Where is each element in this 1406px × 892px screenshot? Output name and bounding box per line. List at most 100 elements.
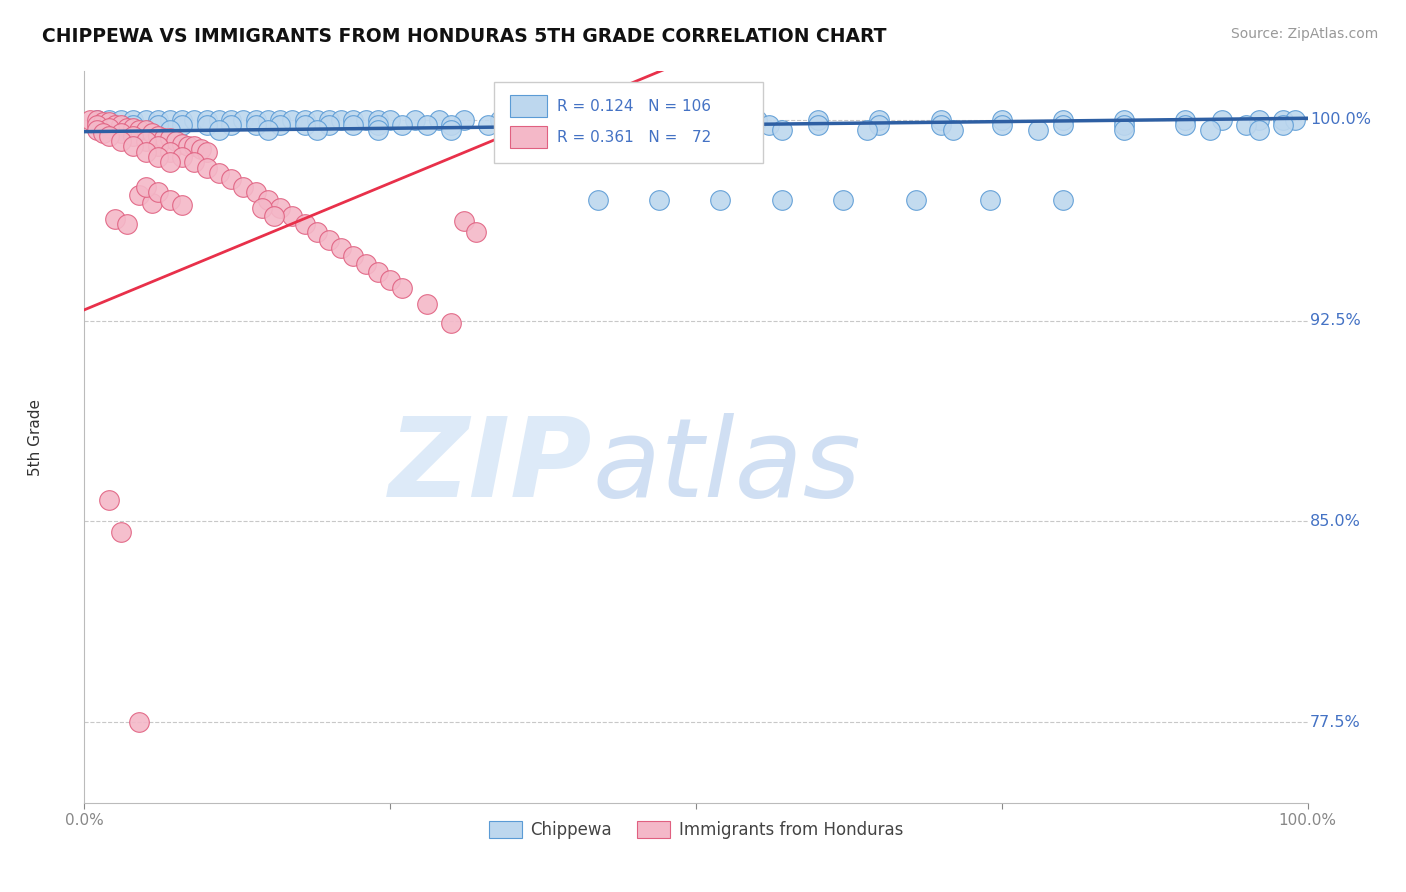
Point: [1198, 123, 1220, 137]
Point: [208, 123, 231, 137]
Point: [391, 281, 413, 295]
Point: [869, 112, 891, 127]
Point: [1114, 118, 1136, 132]
Point: [416, 297, 439, 311]
Point: [79, 112, 101, 127]
Point: [453, 214, 475, 228]
Point: [195, 145, 218, 159]
Point: [219, 171, 242, 186]
Point: [1114, 123, 1136, 137]
Point: [318, 118, 340, 132]
Point: [294, 118, 316, 132]
Point: [599, 123, 621, 137]
Point: [440, 123, 463, 137]
Point: [464, 225, 486, 239]
Point: [219, 118, 242, 132]
Point: [929, 112, 952, 127]
Point: [648, 193, 671, 207]
Point: [513, 123, 536, 137]
Point: [586, 193, 609, 207]
Point: [367, 123, 389, 137]
Text: Source: ZipAtlas.com: Source: ZipAtlas.com: [1230, 27, 1378, 41]
Text: 100.0%: 100.0%: [1310, 112, 1371, 127]
Point: [342, 249, 364, 263]
Point: [183, 112, 205, 127]
Point: [367, 265, 389, 279]
Point: [367, 112, 389, 127]
Point: [86, 112, 108, 127]
Point: [661, 118, 683, 132]
Point: [159, 145, 181, 159]
Point: [367, 118, 389, 132]
Point: [122, 112, 145, 127]
Point: [141, 126, 163, 140]
Point: [135, 134, 157, 148]
Point: [709, 193, 731, 207]
Point: [1052, 118, 1074, 132]
Point: [318, 112, 340, 127]
Text: ZIP: ZIP: [388, 413, 592, 520]
Point: [440, 118, 463, 132]
Point: [807, 112, 830, 127]
Point: [97, 115, 120, 129]
Point: [86, 123, 108, 137]
Point: [172, 150, 194, 164]
Point: [269, 201, 291, 215]
Point: [305, 123, 328, 137]
Point: [354, 112, 377, 127]
Point: [624, 112, 647, 127]
Point: [110, 112, 132, 127]
Point: [97, 112, 120, 127]
Point: [942, 123, 965, 137]
Point: [183, 139, 205, 153]
Point: [97, 128, 120, 143]
Point: [758, 118, 780, 132]
Point: [245, 112, 267, 127]
Point: [97, 120, 120, 135]
Point: [128, 123, 150, 137]
Point: [97, 493, 120, 508]
Point: [477, 118, 499, 132]
Point: [135, 145, 157, 159]
Point: [232, 112, 254, 127]
Point: [330, 241, 353, 255]
Point: [91, 115, 114, 129]
Point: [91, 126, 114, 140]
Point: [1028, 123, 1050, 137]
Point: [440, 316, 463, 330]
Point: [159, 123, 181, 137]
Point: [172, 112, 194, 127]
Point: [104, 211, 127, 226]
Text: atlas: atlas: [592, 413, 860, 520]
Point: [354, 257, 377, 271]
Point: [685, 123, 707, 137]
Point: [146, 185, 169, 199]
Point: [1211, 112, 1233, 127]
Point: [195, 118, 218, 132]
Point: [110, 123, 132, 137]
Point: [269, 112, 291, 127]
Point: [86, 112, 108, 127]
Point: [305, 225, 328, 239]
Point: [294, 217, 316, 231]
Point: [208, 166, 231, 180]
Point: [1247, 123, 1270, 137]
Point: [453, 112, 475, 127]
Point: [709, 118, 731, 132]
Text: CHIPPEWA VS IMMIGRANTS FROM HONDURAS 5TH GRADE CORRELATION CHART: CHIPPEWA VS IMMIGRANTS FROM HONDURAS 5TH…: [42, 27, 887, 45]
Point: [380, 273, 402, 287]
Point: [146, 139, 169, 153]
Point: [1272, 118, 1295, 132]
Point: [747, 112, 769, 127]
Point: [281, 112, 304, 127]
Point: [281, 209, 304, 223]
Point: [128, 715, 150, 730]
Point: [257, 193, 280, 207]
FancyBboxPatch shape: [494, 82, 763, 163]
Point: [575, 112, 598, 127]
Point: [294, 112, 316, 127]
Point: [905, 193, 928, 207]
Point: [122, 128, 145, 143]
Point: [245, 118, 267, 132]
Bar: [510, 95, 547, 118]
